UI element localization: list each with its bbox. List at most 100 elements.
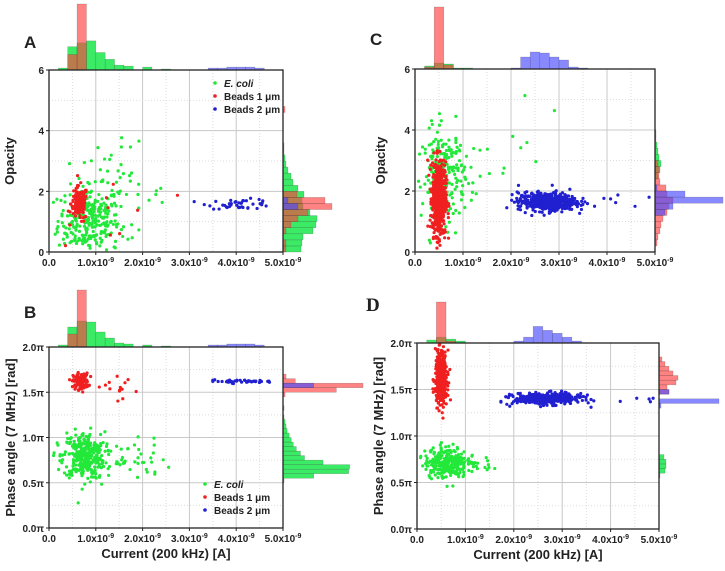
panel-c: C0.0 1.0x10-9 2.0x10-9 3.0x10-9 4.0x10-9 5.0x… [370, 6, 724, 269]
data-point [104, 233, 109, 237]
right-hist-bar [654, 190, 686, 198]
data-point [447, 145, 451, 149]
data-point [455, 180, 459, 185]
x-tick-mantissa: 3.0x10 [544, 535, 575, 546]
data-point [464, 177, 468, 181]
series-e-coli [418, 440, 497, 488]
data-point [447, 444, 451, 448]
data-point [424, 467, 428, 471]
series-beads-2-m [499, 389, 655, 409]
data-point [167, 465, 171, 469]
data-point [442, 222, 446, 226]
data-point [540, 201, 544, 205]
y-tick-label: 0.0π [22, 524, 44, 535]
data-point [434, 456, 439, 460]
x-tick-mantissa: 5.0x10 [637, 258, 668, 269]
top-hist-bar [67, 54, 78, 71]
data-point [443, 236, 447, 240]
data-point [432, 151, 436, 155]
data-point [118, 176, 122, 180]
data-point [568, 187, 572, 191]
data-point [437, 459, 441, 464]
data-point [84, 373, 89, 377]
data-point [75, 183, 80, 188]
data-point [255, 206, 259, 211]
data-point [93, 238, 97, 242]
x-tick-label: 0.0 [42, 258, 56, 269]
data-point [114, 204, 118, 208]
plot-frame [48, 69, 284, 253]
data-point [447, 138, 451, 142]
data-point [444, 154, 448, 158]
data-point [462, 470, 466, 474]
data-point [154, 189, 158, 193]
data-point [55, 197, 59, 201]
data-point [547, 194, 551, 198]
data-point [109, 193, 113, 197]
data-point [546, 201, 550, 205]
data-point [81, 471, 85, 475]
data-point [68, 441, 72, 446]
data-point [70, 204, 74, 208]
data-point [434, 158, 438, 162]
data-point [83, 453, 87, 457]
data-point [542, 213, 546, 217]
data-point [69, 182, 73, 186]
data-point [442, 356, 447, 360]
data-point [436, 369, 440, 373]
data-point [70, 223, 75, 227]
x-tick-label: 5.0x10-9 [641, 534, 678, 546]
data-point [522, 397, 526, 402]
data-point [423, 449, 427, 453]
data-point [450, 182, 454, 187]
data-point [429, 154, 434, 158]
data-point [564, 398, 569, 402]
data-point [544, 199, 548, 204]
data-point [100, 216, 105, 220]
y-axis-label: Opacity [2, 136, 17, 184]
x-tick-mantissa: 5.0x10 [641, 535, 672, 546]
data-point [539, 191, 543, 195]
data-point [90, 470, 94, 475]
data-point [471, 181, 475, 185]
x-tick-exponent: -9 [108, 257, 114, 264]
data-point [441, 416, 445, 420]
data-point [505, 402, 509, 406]
x-tick-mantissa: 3.0x10 [171, 534, 202, 545]
data-point [61, 237, 65, 241]
legend-label: Beads 1 μm [214, 493, 270, 504]
x-tick-exponent: -9 [155, 533, 161, 540]
right-hist-bar [282, 387, 337, 393]
x-tick-label: 4.0x10-9 [218, 533, 255, 545]
data-point [71, 467, 75, 471]
data-point [438, 403, 442, 407]
data-point [429, 163, 433, 167]
data-point [140, 460, 145, 465]
data-point [552, 393, 557, 397]
data-point [159, 186, 163, 191]
data-point [439, 446, 443, 450]
data-point [65, 473, 69, 477]
data-point [64, 232, 69, 236]
data-point [442, 202, 446, 206]
data-point [432, 140, 436, 144]
data-point [568, 393, 572, 397]
data-point [98, 168, 102, 172]
data-point [433, 347, 437, 351]
scatter-points [418, 342, 655, 488]
data-point [549, 389, 553, 393]
data-point [429, 119, 434, 123]
x-tick-mantissa: 3.0x10 [541, 258, 572, 269]
data-point [435, 227, 439, 231]
data-point [446, 370, 450, 374]
data-point [441, 405, 445, 409]
data-point [67, 161, 72, 166]
data-point [439, 231, 443, 235]
top-hist-bar [529, 51, 541, 70]
data-point [567, 198, 571, 202]
data-point [440, 411, 444, 415]
data-point [444, 181, 449, 185]
data-point [440, 367, 445, 371]
data-point [435, 240, 439, 244]
data-point [135, 475, 140, 480]
